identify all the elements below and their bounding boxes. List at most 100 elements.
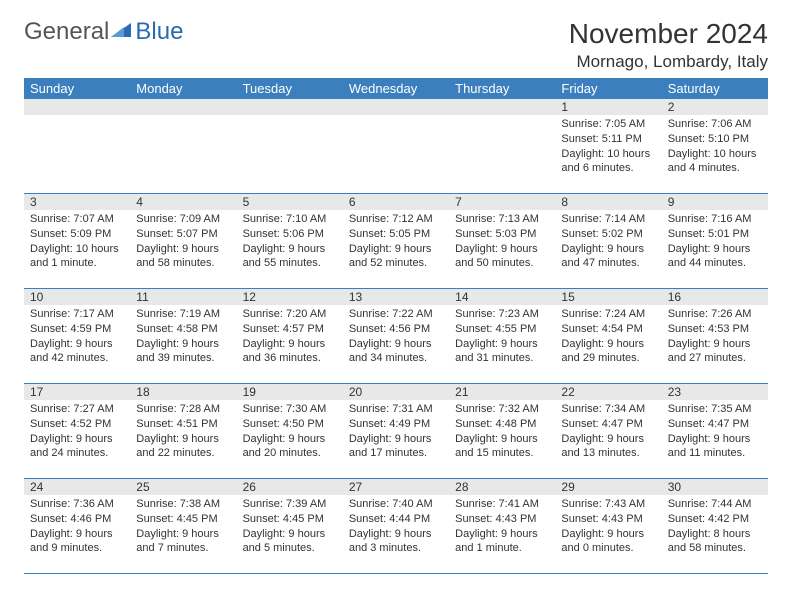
day1-text: Daylight: 9 hours [243,243,337,257]
day-number: 23 [662,384,768,400]
day-number [343,99,449,115]
day1-text: Daylight: 10 hours [561,148,655,162]
sunrise-text: Sunrise: 7:36 AM [30,498,124,512]
sunrise-text: Sunrise: 7:07 AM [30,213,124,227]
day-header: Thursday [449,78,555,99]
sunrise-text: Sunrise: 7:17 AM [30,308,124,322]
week-block: 17181920212223Sunrise: 7:27 AMSunset: 4:… [24,384,768,479]
week-block: 12Sunrise: 7:05 AMSunset: 5:11 PMDayligh… [24,99,768,194]
calendar: Sunday Monday Tuesday Wednesday Thursday… [24,78,768,574]
day1-text: Daylight: 9 hours [455,338,549,352]
day2-text: and 15 minutes. [455,447,549,461]
day-cell: Sunrise: 7:13 AMSunset: 5:03 PMDaylight:… [449,210,555,288]
day-cell: Sunrise: 7:05 AMSunset: 5:11 PMDaylight:… [555,115,661,193]
day-cell [237,115,343,193]
day-cell: Sunrise: 7:16 AMSunset: 5:01 PMDaylight:… [662,210,768,288]
day2-text: and 1 minute. [30,257,124,271]
sunset-text: Sunset: 4:47 PM [668,418,762,432]
sunset-text: Sunset: 4:49 PM [349,418,443,432]
daynum-row: 10111213141516 [24,289,768,305]
day-cell: Sunrise: 7:06 AMSunset: 5:10 PMDaylight:… [662,115,768,193]
day-number: 12 [237,289,343,305]
day-cell: Sunrise: 7:38 AMSunset: 4:45 PMDaylight:… [130,495,236,573]
sunrise-text: Sunrise: 7:32 AM [455,403,549,417]
day2-text: and 0 minutes. [561,542,655,556]
day-header: Tuesday [237,78,343,99]
sunrise-text: Sunrise: 7:19 AM [136,308,230,322]
day-cell [449,115,555,193]
day-number: 25 [130,479,236,495]
day-number: 11 [130,289,236,305]
day2-text: and 34 minutes. [349,352,443,366]
day-number: 20 [343,384,449,400]
day-cell: Sunrise: 7:35 AMSunset: 4:47 PMDaylight:… [662,400,768,478]
day1-text: Daylight: 9 hours [349,338,443,352]
day-number: 21 [449,384,555,400]
day-header-row: Sunday Monday Tuesday Wednesday Thursday… [24,78,768,99]
day-number: 3 [24,194,130,210]
day2-text: and 11 minutes. [668,447,762,461]
day2-text: and 1 minute. [455,542,549,556]
day-number: 15 [555,289,661,305]
sunset-text: Sunset: 5:09 PM [30,228,124,242]
sunset-text: Sunset: 4:51 PM [136,418,230,432]
day2-text: and 42 minutes. [30,352,124,366]
day2-text: and 47 minutes. [561,257,655,271]
day-number [237,99,343,115]
sunset-text: Sunset: 5:10 PM [668,133,762,147]
day2-text: and 52 minutes. [349,257,443,271]
day-cell: Sunrise: 7:24 AMSunset: 4:54 PMDaylight:… [555,305,661,383]
day2-text: and 6 minutes. [561,162,655,176]
day-number: 4 [130,194,236,210]
sunrise-text: Sunrise: 7:24 AM [561,308,655,322]
sunset-text: Sunset: 4:58 PM [136,323,230,337]
sunset-text: Sunset: 5:07 PM [136,228,230,242]
day-cell: Sunrise: 7:28 AMSunset: 4:51 PMDaylight:… [130,400,236,478]
day2-text: and 5 minutes. [243,542,337,556]
day-number: 29 [555,479,661,495]
day1-text: Daylight: 9 hours [349,528,443,542]
day-number: 26 [237,479,343,495]
day-cell: Sunrise: 7:36 AMSunset: 4:46 PMDaylight:… [24,495,130,573]
day-header: Friday [555,78,661,99]
day1-text: Daylight: 9 hours [349,243,443,257]
day1-text: Daylight: 9 hours [243,528,337,542]
day-cell: Sunrise: 7:07 AMSunset: 5:09 PMDaylight:… [24,210,130,288]
sunrise-text: Sunrise: 7:23 AM [455,308,549,322]
sunrise-text: Sunrise: 7:13 AM [455,213,549,227]
day2-text: and 29 minutes. [561,352,655,366]
day1-text: Daylight: 9 hours [136,433,230,447]
day-cell: Sunrise: 7:31 AMSunset: 4:49 PMDaylight:… [343,400,449,478]
day-number: 27 [343,479,449,495]
day1-text: Daylight: 9 hours [349,433,443,447]
day2-text: and 39 minutes. [136,352,230,366]
day-header: Sunday [24,78,130,99]
sunset-text: Sunset: 5:01 PM [668,228,762,242]
sunset-text: Sunset: 4:45 PM [136,513,230,527]
sunset-text: Sunset: 4:54 PM [561,323,655,337]
sunset-text: Sunset: 4:55 PM [455,323,549,337]
sunset-text: Sunset: 4:56 PM [349,323,443,337]
day-number [24,99,130,115]
day2-text: and 36 minutes. [243,352,337,366]
day1-text: Daylight: 9 hours [136,528,230,542]
sunrise-text: Sunrise: 7:31 AM [349,403,443,417]
day-header: Saturday [662,78,768,99]
sunset-text: Sunset: 5:03 PM [455,228,549,242]
day1-text: Daylight: 9 hours [668,243,762,257]
day-cell: Sunrise: 7:10 AMSunset: 5:06 PMDaylight:… [237,210,343,288]
day-number: 14 [449,289,555,305]
sunrise-text: Sunrise: 7:44 AM [668,498,762,512]
day1-text: Daylight: 9 hours [30,433,124,447]
day-cell: Sunrise: 7:30 AMSunset: 4:50 PMDaylight:… [237,400,343,478]
day1-text: Daylight: 9 hours [243,433,337,447]
day-cell: Sunrise: 7:12 AMSunset: 5:05 PMDaylight:… [343,210,449,288]
sunrise-text: Sunrise: 7:20 AM [243,308,337,322]
day1-text: Daylight: 9 hours [561,433,655,447]
sunrise-text: Sunrise: 7:41 AM [455,498,549,512]
sunrise-text: Sunrise: 7:10 AM [243,213,337,227]
day-cell: Sunrise: 7:32 AMSunset: 4:48 PMDaylight:… [449,400,555,478]
daynum-row: 12 [24,99,768,115]
day-header: Monday [130,78,236,99]
day2-text: and 4 minutes. [668,162,762,176]
